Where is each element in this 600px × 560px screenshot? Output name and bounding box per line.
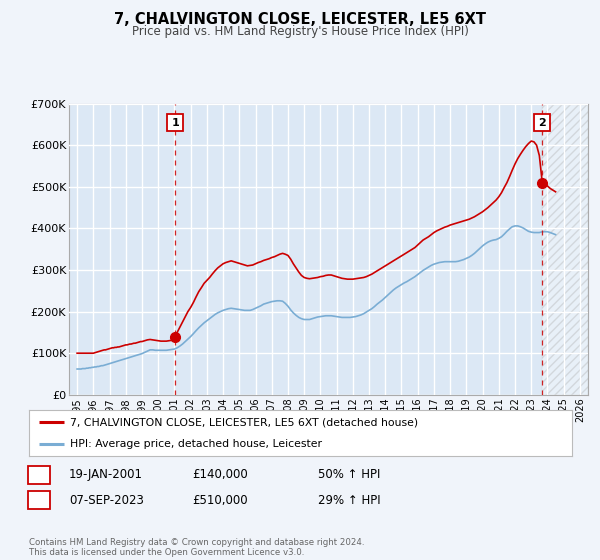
Text: Contains HM Land Registry data © Crown copyright and database right 2024.
This d: Contains HM Land Registry data © Crown c… bbox=[29, 538, 364, 557]
Text: 50% ↑ HPI: 50% ↑ HPI bbox=[318, 468, 380, 482]
Text: 07-SEP-2023: 07-SEP-2023 bbox=[69, 493, 144, 507]
Text: 2: 2 bbox=[538, 118, 546, 128]
Text: £140,000: £140,000 bbox=[192, 468, 248, 482]
Text: 29% ↑ HPI: 29% ↑ HPI bbox=[318, 493, 380, 507]
Text: 2: 2 bbox=[35, 493, 43, 507]
Text: 1: 1 bbox=[35, 468, 43, 482]
Text: 19-JAN-2001: 19-JAN-2001 bbox=[69, 468, 143, 482]
Text: Price paid vs. HM Land Registry's House Price Index (HPI): Price paid vs. HM Land Registry's House … bbox=[131, 25, 469, 38]
Text: 1: 1 bbox=[172, 118, 179, 128]
Bar bbox=[542, 104, 588, 395]
Text: 7, CHALVINGTON CLOSE, LEICESTER, LE5 6XT: 7, CHALVINGTON CLOSE, LEICESTER, LE5 6XT bbox=[114, 12, 486, 27]
Text: £510,000: £510,000 bbox=[192, 493, 248, 507]
Text: HPI: Average price, detached house, Leicester: HPI: Average price, detached house, Leic… bbox=[70, 439, 322, 449]
Text: 7, CHALVINGTON CLOSE, LEICESTER, LE5 6XT (detached house): 7, CHALVINGTON CLOSE, LEICESTER, LE5 6XT… bbox=[70, 417, 418, 427]
